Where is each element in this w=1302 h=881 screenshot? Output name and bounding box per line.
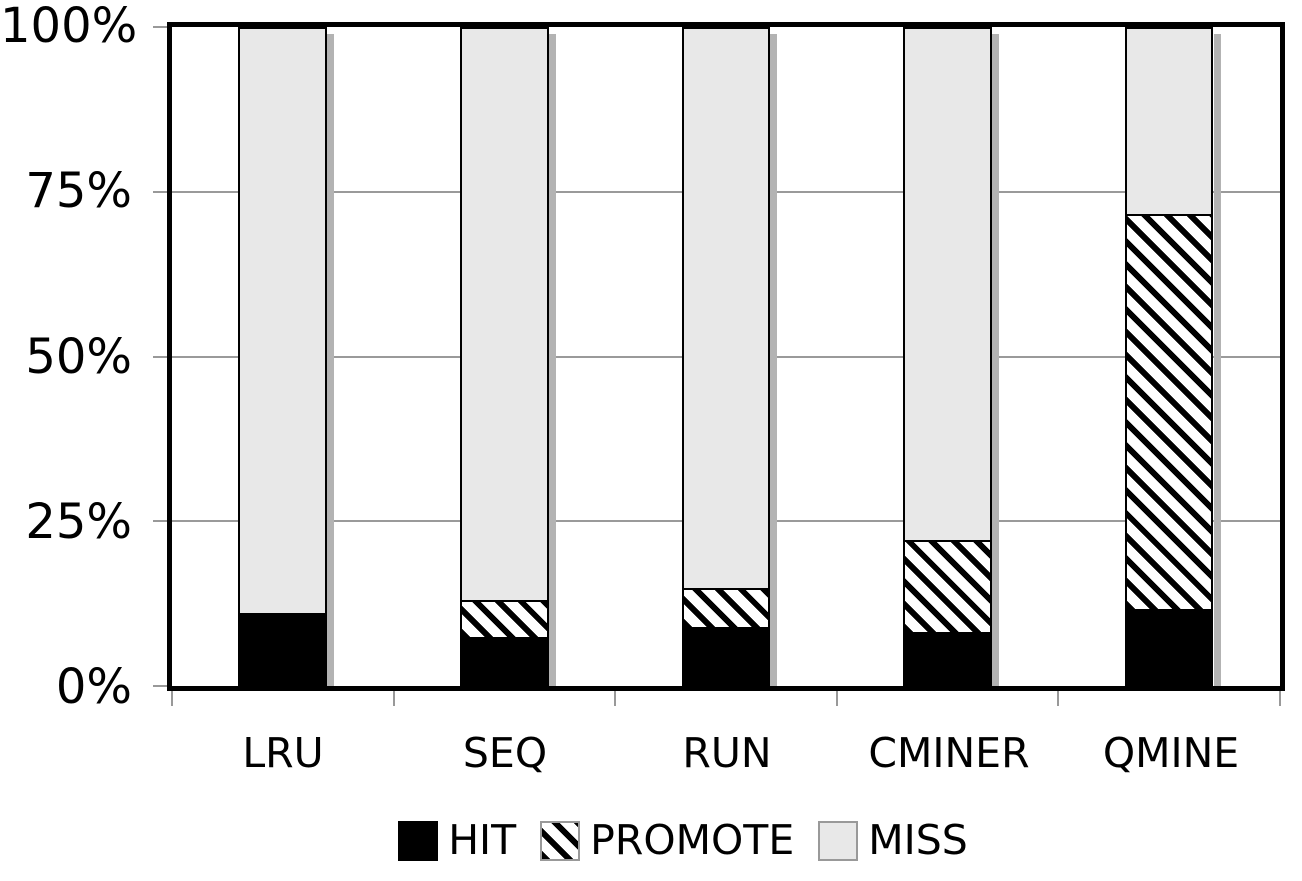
x-axis-labels: LRU SEQ RUN CMINER QMINE bbox=[172, 733, 1282, 774]
y-axis-label-100: 100% bbox=[0, 0, 138, 54]
bar-SEQ bbox=[460, 27, 549, 686]
y-axis-label-75: 75% bbox=[25, 163, 132, 220]
y-tick-100 bbox=[153, 26, 167, 28]
legend-item-HIT: HIT bbox=[398, 820, 516, 861]
bar-slot-LRU bbox=[172, 27, 394, 686]
x-tick-2 bbox=[614, 691, 617, 706]
legend-swatch-PROMOTE-icon bbox=[540, 820, 581, 861]
bar-shadow-QMINE bbox=[1213, 34, 1221, 686]
legend-label-HIT: HIT bbox=[448, 816, 517, 864]
bar-segment-SEQ-PROMOTE bbox=[462, 600, 547, 637]
bar-RUN bbox=[681, 27, 771, 686]
x-axis-label-SEQ: SEQ bbox=[462, 729, 548, 777]
bar-shadow-SEQ bbox=[548, 34, 556, 686]
x-axis-label-LRU: LRU bbox=[242, 729, 324, 777]
y-tick-0 bbox=[153, 685, 167, 687]
bar-CMINER bbox=[903, 27, 992, 686]
bar-shadow-CMINER bbox=[991, 34, 999, 686]
x-axis-label-CMINER: CMINER bbox=[868, 729, 1030, 777]
bar-segment-LRU-HIT bbox=[240, 613, 326, 684]
bar-LRU bbox=[238, 27, 328, 686]
bar-segment-CMINER-MISS bbox=[905, 29, 990, 540]
bar-segment-QMINE-HIT bbox=[1126, 609, 1212, 684]
bar-segment-RUN-PROMOTE bbox=[683, 588, 769, 628]
legend-item-PROMOTE: PROMOTE bbox=[540, 820, 794, 861]
y-axis-label-50: 50% bbox=[25, 328, 132, 385]
bar-slot-SEQ bbox=[394, 27, 616, 686]
y-tick-50 bbox=[153, 355, 167, 358]
plot-area bbox=[153, 22, 1285, 706]
bar-segment-SEQ-MISS bbox=[462, 29, 547, 601]
y-axis-label-25: 25% bbox=[25, 493, 132, 550]
x-tick-0 bbox=[171, 691, 173, 706]
bar-segment-QMINE-MISS bbox=[1126, 29, 1212, 215]
bar-segment-CMINER-PROMOTE bbox=[905, 539, 990, 632]
x-tick-1 bbox=[392, 691, 395, 706]
legend-swatch-MISS-icon bbox=[818, 820, 859, 861]
y-axis-label-0: 0% bbox=[55, 659, 132, 715]
bar-segment-LRU-MISS bbox=[240, 29, 326, 614]
legend-swatch-HIT-icon bbox=[398, 820, 439, 861]
bar-slot-QMINE bbox=[1058, 27, 1280, 686]
bar-segment-QMINE-PROMOTE bbox=[1126, 214, 1212, 610]
x-tick-5 bbox=[1279, 691, 1281, 706]
x-axis-label-QMINE: QMINE bbox=[1102, 729, 1240, 777]
x-tick-3 bbox=[835, 691, 838, 706]
legend: HIT PROMOTE MISS bbox=[0, 820, 1302, 861]
bar-slot-RUN bbox=[615, 27, 837, 686]
x-tick-4 bbox=[1057, 691, 1060, 706]
y-axis-labels: 0% 25% 50% 75% 100% bbox=[0, 2, 137, 711]
x-axis-label-RUN: RUN bbox=[682, 729, 772, 777]
y-tick-75 bbox=[153, 190, 167, 193]
bar-segment-CMINER-HIT bbox=[905, 631, 990, 684]
bar-shadow-RUN bbox=[770, 34, 778, 686]
bar-shadow-LRU bbox=[327, 34, 335, 686]
legend-label-PROMOTE: PROMOTE bbox=[590, 816, 795, 864]
legend-label-MISS: MISS bbox=[868, 816, 968, 864]
bar-segment-RUN-MISS bbox=[683, 29, 769, 589]
legend-item-MISS: MISS bbox=[818, 820, 968, 861]
bar-QMINE bbox=[1124, 27, 1214, 686]
bar-slot-CMINER bbox=[837, 27, 1059, 686]
y-tick-25 bbox=[153, 520, 167, 523]
bar-segment-RUN-HIT bbox=[683, 627, 769, 684]
bar-segment-SEQ-HIT bbox=[462, 636, 547, 684]
